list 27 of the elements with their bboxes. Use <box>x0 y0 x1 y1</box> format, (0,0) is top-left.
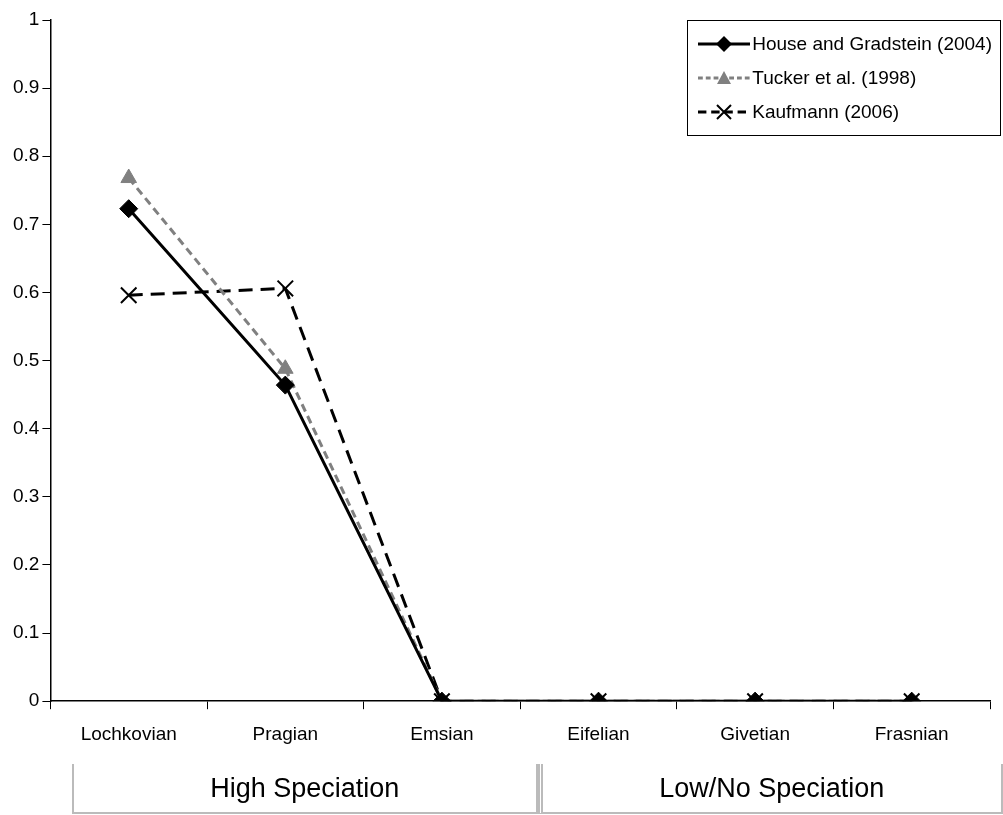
text: Low/No Speciation <box>537 764 1003 814</box>
point <box>277 359 294 374</box>
x-tick-label: Frasnian <box>874 722 949 744</box>
y-tick-label: 0.2 <box>12 553 40 575</box>
point <box>275 375 295 395</box>
legend-label: Tucker et al. (1998) <box>752 67 917 89</box>
point <box>276 279 295 298</box>
y-tick-label: 0.7 <box>12 212 40 234</box>
y-tick-label: 0 <box>28 689 40 711</box>
y-tick-label: 0.3 <box>12 485 40 507</box>
x-tick-label: Emsian <box>410 722 474 744</box>
x-tick-label: Pragian <box>252 722 319 744</box>
legend-label: House and Gradstein (2004) <box>752 33 992 55</box>
y-tick-label: 0.1 <box>12 621 40 643</box>
x-tick-label: Givetian <box>720 722 790 744</box>
y-tick-label: 0.5 <box>12 348 40 370</box>
text: High Speciation <box>72 764 538 814</box>
y-tick-label: 0.8 <box>12 144 40 166</box>
y-tick-label: 0.9 <box>12 76 40 98</box>
legend-label: Kaufmann (2006) <box>752 101 900 123</box>
y-tick-label: 0.4 <box>12 416 40 438</box>
x-tick-label: Lochkovian <box>80 722 177 744</box>
point <box>119 286 138 304</box>
y-tick-label: 0.6 <box>12 280 40 302</box>
point <box>119 199 139 219</box>
x-tick-label: Eifelian <box>567 722 630 744</box>
y-tick-label: 1 <box>28 8 40 30</box>
